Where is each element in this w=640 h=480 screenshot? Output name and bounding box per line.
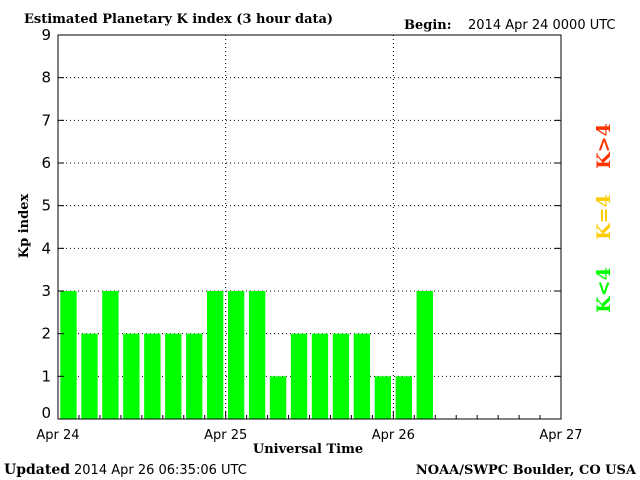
y-tick-label: 1 — [41, 367, 51, 385]
kp-bar — [269, 376, 287, 419]
kp-bar — [311, 333, 329, 419]
source-credit: NOAA/SWPC Boulder, CO USA — [416, 463, 637, 478]
kp-bar — [395, 376, 412, 419]
y-tick-label: 9 — [41, 26, 51, 44]
begin-label: Begin: — [404, 18, 452, 33]
kp-bar — [81, 333, 98, 419]
legend-k-greater-4: K>4 — [593, 123, 615, 169]
kp-bar — [165, 333, 182, 419]
x-axis-ticks: Apr 24 Apr 25 Apr 26 Apr 27 — [36, 411, 583, 443]
kp-bar — [207, 291, 224, 419]
y-tick-label: 7 — [41, 111, 51, 129]
x-tick-label: Apr 26 — [372, 428, 415, 443]
grid-lines — [58, 35, 561, 419]
y-tick-label: 0 — [41, 404, 51, 422]
x-axis-label: Universal Time — [253, 442, 363, 457]
kp-bar — [123, 333, 140, 419]
y-tick-label: 6 — [41, 154, 51, 172]
legend-k-equal-4: K=4 — [593, 194, 615, 240]
y-tick-label: 4 — [41, 239, 51, 257]
y-tick-label: 2 — [41, 325, 51, 343]
kp-bar — [248, 291, 266, 419]
begin-value: 2014 Apr 24 0000 UTC — [468, 18, 616, 33]
bar-series — [60, 291, 433, 419]
kp-bar — [416, 291, 433, 419]
y-tick-label: 3 — [41, 282, 51, 300]
x-tick-label: Apr 27 — [539, 428, 582, 443]
y-axis-ticks: 0 1 2 3 4 5 6 7 8 9 — [41, 26, 561, 422]
chart-title: Estimated Planetary K index (3 hour data… — [24, 12, 333, 27]
kp-bar — [332, 333, 350, 419]
x-tick-label: Apr 24 — [36, 428, 79, 443]
legend-k-less-4: K<4 — [593, 267, 615, 313]
updated-label: Updated — [4, 462, 70, 478]
y-axis-label: Kp index — [17, 194, 32, 259]
y-tick-label: 5 — [41, 197, 51, 215]
x-tick-label: Apr 25 — [204, 428, 247, 443]
kp-bar — [186, 333, 203, 419]
y-tick-label: 8 — [41, 69, 51, 87]
kp-bar — [60, 291, 77, 419]
kp-bar — [102, 291, 119, 419]
kp-bar — [290, 333, 308, 419]
kp-bar — [353, 333, 371, 419]
updated-value: 2014 Apr 26 06:35:06 UTC — [74, 463, 247, 478]
kp-bar — [144, 333, 161, 419]
kp-bar — [374, 376, 392, 419]
kp-bar — [227, 291, 245, 419]
